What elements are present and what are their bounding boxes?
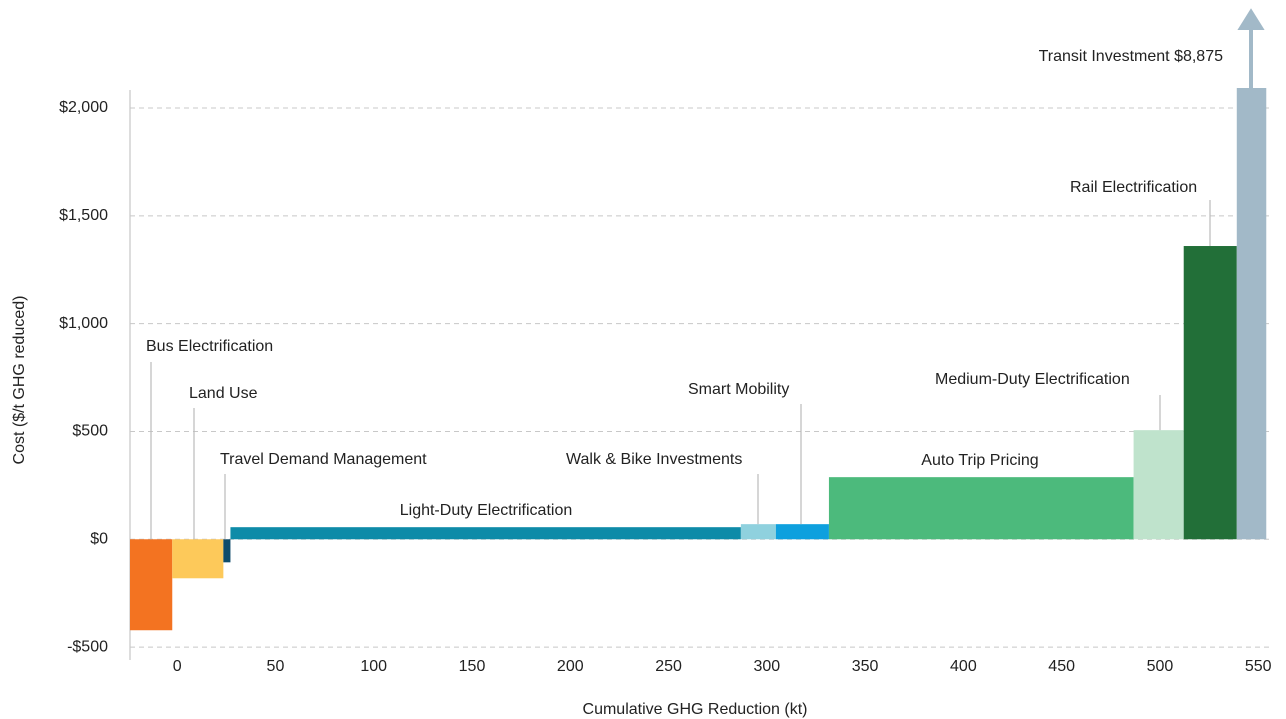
bar-label: Light-Duty Electrification xyxy=(400,502,573,519)
x-axis-label: Cumulative GHG Reduction (kt) xyxy=(583,701,808,718)
x-tick-label: 450 xyxy=(1048,658,1075,675)
bar xyxy=(1183,246,1237,540)
y-tick-label: $1,000 xyxy=(59,315,108,332)
bar xyxy=(1236,88,1267,540)
bar xyxy=(775,524,829,540)
x-tick-label: 150 xyxy=(459,658,486,675)
bars xyxy=(130,88,1267,631)
bar-label: Rail Electrification xyxy=(1070,179,1197,196)
x-tick-label: 50 xyxy=(267,658,285,675)
x-tick-label: 550 xyxy=(1245,658,1272,675)
bar xyxy=(740,524,776,540)
bar xyxy=(130,539,173,631)
x-tick-label: 400 xyxy=(950,658,977,675)
x-tick-label: 250 xyxy=(655,658,682,675)
x-tick-label: 0 xyxy=(173,658,182,675)
bar-label: Bus Electrification xyxy=(146,338,273,355)
bar-label: Travel Demand Management xyxy=(220,451,427,468)
y-tick-label: $500 xyxy=(72,423,108,440)
x-tick-label: 500 xyxy=(1147,658,1174,675)
x-tick-label: 300 xyxy=(753,658,780,675)
bar-label: Land Use xyxy=(189,385,258,402)
bar xyxy=(223,539,231,563)
bar xyxy=(828,477,1134,540)
x-tick-label: 200 xyxy=(557,658,584,675)
bar-label: Transit Investment $8,875 xyxy=(1039,48,1223,65)
y-tick-label: $2,000 xyxy=(59,99,108,116)
y-tick-label: $0 xyxy=(90,530,108,547)
bar xyxy=(172,539,224,579)
bar xyxy=(1133,430,1184,540)
bar-label: Walk & Bike Investments xyxy=(566,451,742,468)
y-tick-label: $1,500 xyxy=(59,207,108,224)
overflow-arrow xyxy=(1237,8,1265,88)
bar xyxy=(230,527,741,540)
x-tick-label: 100 xyxy=(360,658,387,675)
y-tick-label: -$500 xyxy=(67,638,108,655)
bar-label: Auto Trip Pricing xyxy=(921,452,1038,469)
x-tick-label: 350 xyxy=(852,658,879,675)
bar-label: Smart Mobility xyxy=(688,381,789,398)
bar-label: Medium-Duty Electrification xyxy=(935,371,1130,388)
y-axis-label: Cost ($/t GHG reduced) xyxy=(11,296,28,465)
